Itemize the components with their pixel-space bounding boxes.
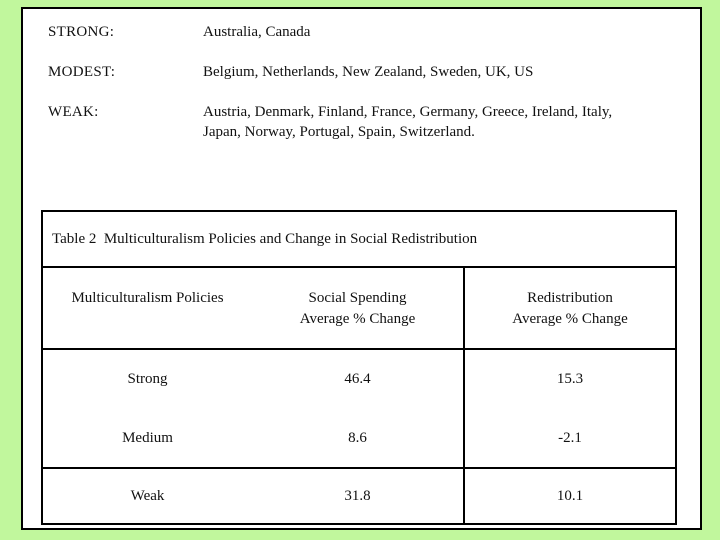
cell-redistribution: -2.1: [463, 409, 675, 467]
policy-strength-label: STRONG:: [48, 24, 115, 40]
cell-redistribution: 10.1: [463, 469, 675, 523]
cell-policy: Medium: [122, 429, 173, 446]
cell-policy: Strong: [127, 371, 168, 387]
policy-strength-label: MODEST:: [48, 64, 116, 80]
content-panel: STRONG: Australia, Canada MODEST: Belgiu…: [21, 7, 702, 530]
policy-strength-row-modest: MODEST: Belgium, Netherlands, New Zealan…: [48, 62, 678, 82]
cell-redistribution: 15.3: [463, 350, 675, 409]
column-header-redistribution: Redistribution Average % Change: [463, 268, 675, 348]
policy-countries: Austria, Denmark, Finland, France, Germa…: [203, 104, 613, 140]
table-header-row: Multiculturalism Policies Social Spendin…: [43, 268, 675, 350]
table-row-strong: Strong 46.4 15.3: [43, 350, 675, 409]
table-row-weak: Weak 31.8 10.1: [43, 469, 675, 523]
column-header-policies: Multiculturalism Policies: [71, 290, 224, 306]
cell-policy: Weak: [130, 487, 165, 504]
cell-social-spending: 8.6: [348, 429, 367, 446]
table-row-medium: Medium 8.6 -2.1: [43, 409, 675, 469]
policy-strength-row-strong: STRONG: Australia, Canada: [48, 22, 678, 42]
results-table: Table 2 Multiculturalism Policies and Ch…: [41, 210, 677, 525]
policy-strength-row-weak: WEAK: Austria, Denmark, Finland, France,…: [48, 102, 678, 142]
policy-strength-label: WEAK:: [48, 104, 99, 120]
cell-social-spending: 46.4: [344, 371, 371, 387]
policy-countries: Belgium, Netherlands, New Zealand, Swede…: [203, 64, 534, 80]
policy-countries: Australia, Canada: [203, 24, 311, 40]
column-header-social-spending: Social Spending Average % Change: [299, 290, 416, 327]
table-title: Table 2 Multiculturalism Policies and Ch…: [43, 212, 675, 268]
cell-social-spending: 31.8: [344, 487, 371, 504]
